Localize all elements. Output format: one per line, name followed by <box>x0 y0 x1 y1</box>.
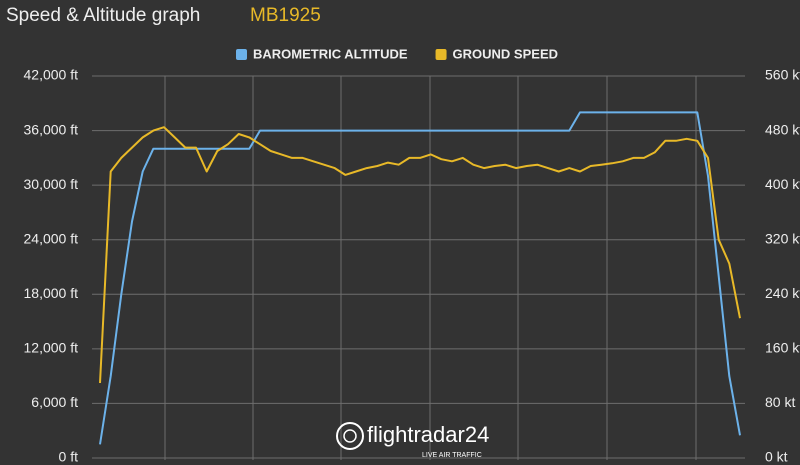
legend-swatch <box>435 49 447 60</box>
watermark: flightradar24 LIVE AIR TRAFFIC <box>336 422 489 459</box>
y2-tick-label: 160 kt <box>765 340 800 356</box>
y2-tick-label: 560 kt <box>765 67 800 83</box>
y-tick-label: 24,000 ft <box>24 230 79 246</box>
y-tick-label: 18,000 ft <box>24 285 79 301</box>
y2-tick-label: 240 kt <box>765 285 800 301</box>
y-tick-label: 6,000 ft <box>31 394 78 410</box>
y-tick-label: 30,000 ft <box>24 176 79 192</box>
series-line <box>99 111 741 445</box>
legend-swatch <box>236 49 247 60</box>
flight-number: MB1925 <box>250 5 321 26</box>
y2-tick-label: 0 kt <box>765 449 788 465</box>
chart-title: Speed & Altitude graph <box>6 5 200 26</box>
y2-tick-label: 320 kt <box>765 230 800 246</box>
y-tick-label: 42,000 ft <box>24 67 79 83</box>
watermark-brand: flightradar24 <box>367 422 489 447</box>
y2-tick-label: 400 kt <box>765 176 800 192</box>
legend-label: GROUND SPEED <box>453 46 558 61</box>
y2-tick-label: 80 kt <box>765 394 795 410</box>
y-tick-label: 0 ft <box>59 449 79 465</box>
series-line <box>99 126 741 384</box>
y-tick-label: 36,000 ft <box>24 121 79 137</box>
watermark-tagline: LIVE AIR TRAFFIC <box>422 452 482 459</box>
legend-label: BAROMETRIC ALTITUDE <box>253 46 408 61</box>
y-tick-label: 12,000 ft <box>24 340 79 356</box>
y2-tick-label: 480 kt <box>765 121 800 137</box>
